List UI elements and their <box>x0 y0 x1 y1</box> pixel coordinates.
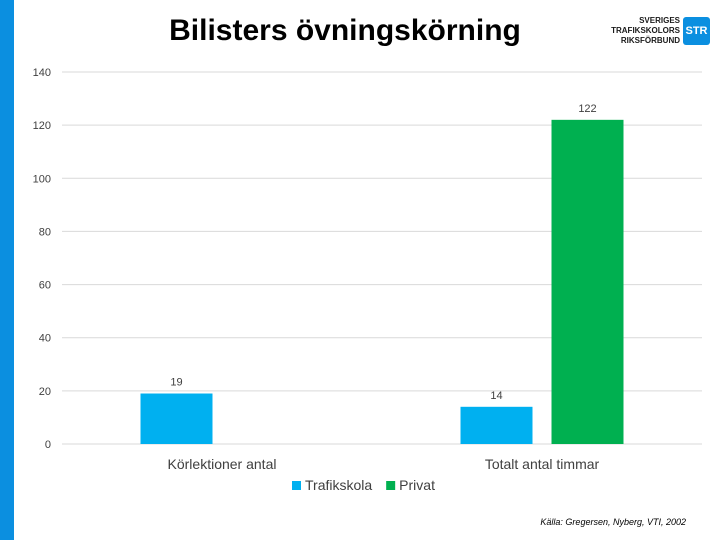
y-tick-label: 20 <box>39 386 51 398</box>
data-label: 19 <box>170 377 182 389</box>
bar-trafikskola <box>460 406 533 444</box>
legend-label: Privat <box>399 477 435 493</box>
source-note: Källa: Gregersen, Nyberg, VTI, 2002 <box>540 517 686 527</box>
logo-line-2: TRAFIKSKOLORS <box>611 26 680 35</box>
logo-text: SVERIGES TRAFIKSKOLORS RIKSFÖRBUND <box>611 16 680 46</box>
bar-privat <box>551 119 624 444</box>
data-label: 14 <box>490 390 502 402</box>
logo-badge: STR <box>683 17 710 45</box>
slide-accent-bar <box>0 0 14 540</box>
str-logo: SVERIGES TRAFIKSKOLORS RIKSFÖRBUND STR <box>604 16 710 50</box>
y-tick-label: 140 <box>33 67 51 79</box>
y-tick-label: 100 <box>33 173 51 185</box>
logo-line-3: RIKSFÖRBUND <box>620 36 680 45</box>
y-tick-label: 0 <box>45 439 51 451</box>
legend-swatch <box>386 481 396 490</box>
logo-line-1: SVERIGES <box>639 16 680 25</box>
y-tick-label: 40 <box>39 333 51 345</box>
y-tick-label: 80 <box>39 226 51 238</box>
x-category-label: Körlektioner antal <box>168 456 277 472</box>
data-label: 122 <box>578 103 596 115</box>
bar-trafikskola <box>140 393 213 444</box>
x-category-label: Totalt antal timmar <box>485 456 600 472</box>
legend-label: Trafikskola <box>305 477 372 493</box>
y-tick-label: 120 <box>33 120 51 132</box>
legend-swatch <box>292 481 301 490</box>
chart-title: Bilisters övningskörning <box>169 14 521 47</box>
y-tick-label: 60 <box>39 280 51 292</box>
